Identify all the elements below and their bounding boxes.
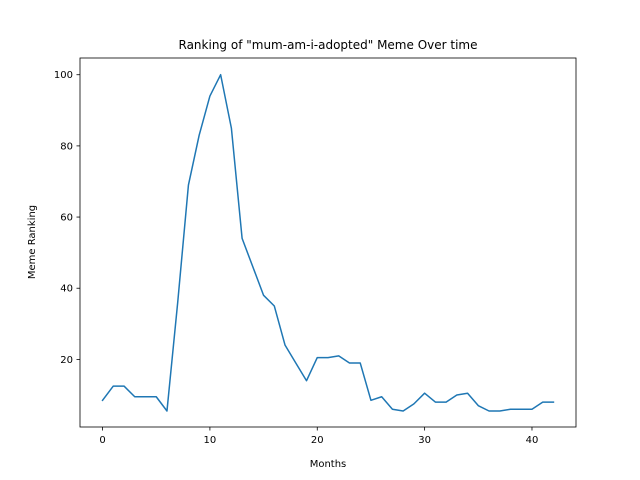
- y-tick-label-40: 40: [60, 284, 73, 295]
- series-line-0: [101, 73, 555, 412]
- y-tick-label-80: 80: [60, 141, 73, 152]
- x-tick-label-0: 0: [99, 435, 105, 446]
- x-tick-label-20: 20: [311, 435, 324, 446]
- x-tick-label-10: 10: [204, 435, 217, 446]
- chart-title: Ranking of "mum-am-i-adopted" Meme Over …: [179, 38, 478, 52]
- x-tick-label-30: 30: [418, 435, 431, 446]
- plot-area: 0 10 20 30 40 20 40 60 80 100: [54, 57, 577, 446]
- y-tick-label-20: 20: [60, 355, 73, 366]
- y-tick-label-60: 60: [60, 213, 73, 224]
- x-axis-title: Months: [310, 459, 347, 470]
- x-tick-label-40: 40: [526, 435, 539, 446]
- plot-frame: [79, 57, 577, 428]
- y-axis-title: Meme Ranking: [27, 205, 38, 279]
- y-tick-label-100: 100: [54, 70, 73, 81]
